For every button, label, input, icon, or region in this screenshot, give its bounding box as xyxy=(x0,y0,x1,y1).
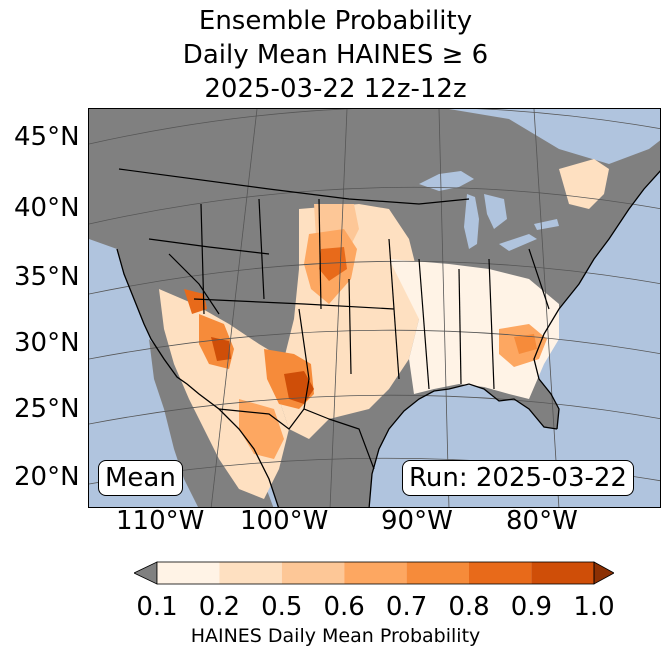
title-line-2: Daily Mean HAINES ≥ 6 xyxy=(182,40,489,70)
colorbar-bin-6 xyxy=(469,562,532,584)
colorbar-over-arrow xyxy=(593,561,614,585)
lon-label-110: 110°W xyxy=(116,506,205,536)
colorbar-tick-2: 0.5 xyxy=(261,592,303,622)
lon-label-90: 90°W xyxy=(381,506,453,536)
colorbar-bin-7 xyxy=(531,562,594,584)
probability-field xyxy=(159,159,609,499)
lake-ontario xyxy=(534,219,559,230)
colorbar-tick-3: 0.6 xyxy=(323,592,365,622)
lake-huron xyxy=(484,194,507,229)
colorbar xyxy=(134,561,614,585)
colorbar-bin-1 xyxy=(157,562,220,584)
lon-label-100: 100°W xyxy=(240,506,329,536)
colorbar-tick-0: 0.1 xyxy=(136,592,178,622)
colorbar-label: HAINES Daily Mean Probability xyxy=(190,625,481,647)
lat-label-20: 20°N xyxy=(14,462,80,492)
lat-label-40: 40°N xyxy=(14,193,80,223)
lat-label-30: 30°N xyxy=(14,328,80,358)
colorbar-bin-5 xyxy=(406,562,469,584)
colorbar-tick-5: 0.8 xyxy=(448,592,490,622)
title-line-3: 2025-03-22 12z-12z xyxy=(204,74,467,104)
field-az-core xyxy=(211,337,231,361)
field-carolinas-core xyxy=(514,334,537,354)
colorbar-under-arrow xyxy=(134,561,158,585)
colorbar-tick-6: 0.9 xyxy=(510,592,553,622)
lake-michigan xyxy=(464,194,479,249)
lat-label-35: 35°N xyxy=(14,262,80,292)
title-line-1: Ensemble Probability xyxy=(198,6,473,36)
colorbar-frame xyxy=(156,561,595,585)
run-date-box: Run: 2025-03-22 xyxy=(402,460,634,496)
lat-label-25: 25°N xyxy=(14,394,80,424)
colorbar-tick-1: 0.2 xyxy=(198,592,241,622)
field-nv xyxy=(184,289,207,314)
colorbar-bin-4 xyxy=(344,562,407,584)
borders xyxy=(118,168,550,470)
lat-label-45: 45°N xyxy=(14,122,80,152)
statistic-box: Mean xyxy=(98,460,183,496)
lake-erie xyxy=(499,234,537,251)
map-canvas xyxy=(89,109,660,507)
lake-superior xyxy=(419,171,474,191)
colorbar-bin-2 xyxy=(219,562,282,584)
map-panel xyxy=(88,108,661,508)
colorbar-bin-3 xyxy=(281,562,345,584)
field-northeast xyxy=(559,159,609,209)
colorbar-tick-7: 1.0 xyxy=(573,592,615,622)
colorbar-tick-4: 0.7 xyxy=(385,592,428,622)
coastline xyxy=(116,170,660,507)
lon-label-80: 80°W xyxy=(506,506,578,536)
